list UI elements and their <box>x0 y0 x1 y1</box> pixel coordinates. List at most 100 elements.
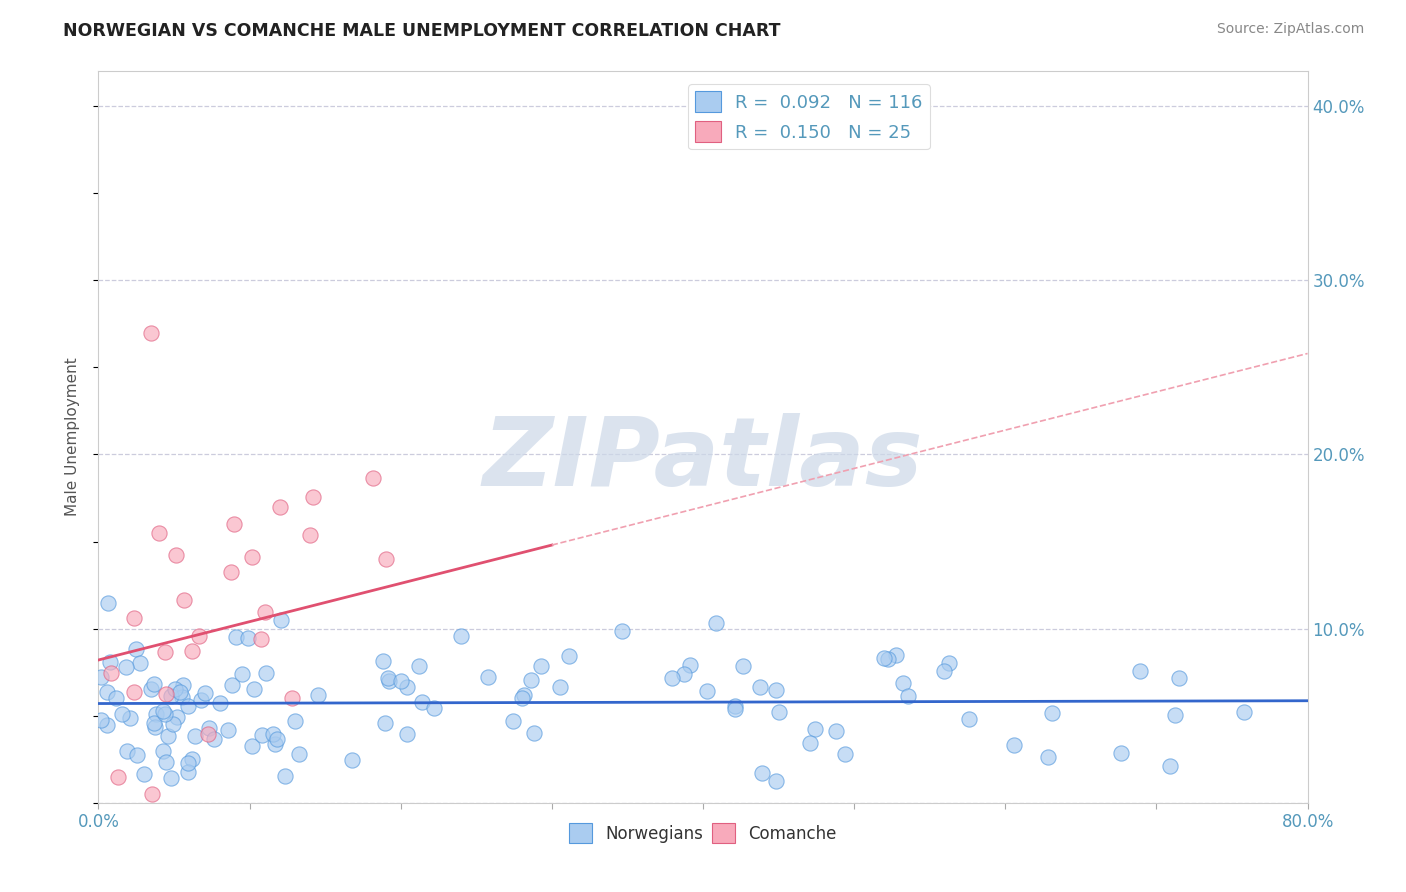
Point <box>236 631 259 645</box>
Point <box>188 629 211 643</box>
Point <box>250 632 273 646</box>
Point <box>408 659 430 673</box>
Point <box>361 471 384 485</box>
Point <box>198 721 221 735</box>
Point <box>120 711 142 725</box>
Point <box>180 644 202 658</box>
Point <box>704 615 727 630</box>
Point <box>177 756 200 770</box>
Point <box>1002 738 1025 752</box>
Point <box>127 747 149 762</box>
Point <box>96 685 118 699</box>
Point <box>957 712 980 726</box>
Point <box>748 680 770 694</box>
Point <box>673 667 696 681</box>
Point <box>148 525 170 540</box>
Point <box>181 751 204 765</box>
Point <box>153 645 176 659</box>
Point <box>897 689 920 703</box>
Point <box>1167 671 1189 685</box>
Point <box>217 723 239 738</box>
Point <box>765 683 787 698</box>
Point <box>765 773 787 788</box>
Point <box>610 624 633 638</box>
Point <box>1163 707 1185 722</box>
Point <box>340 753 363 767</box>
Point <box>302 490 325 504</box>
Point <box>160 771 183 785</box>
Point <box>98 655 121 669</box>
Point <box>153 707 176 722</box>
Point <box>202 731 225 746</box>
Point <box>450 629 472 643</box>
Point <box>548 681 571 695</box>
Point <box>122 611 145 625</box>
Text: Source: ZipAtlas.com: Source: ZipAtlas.com <box>1216 22 1364 37</box>
Point <box>411 695 433 709</box>
Point <box>254 666 277 681</box>
Point <box>173 593 195 607</box>
Point <box>374 715 396 730</box>
Point <box>254 606 277 620</box>
Point <box>243 681 266 696</box>
Point <box>209 696 232 710</box>
Point <box>513 688 536 702</box>
Point <box>884 648 907 663</box>
Point <box>1040 706 1063 721</box>
Point <box>378 674 401 689</box>
Point <box>377 672 399 686</box>
Text: NORWEGIAN VS COMANCHE MALE UNEMPLOYMENT CORRELATION CHART: NORWEGIAN VS COMANCHE MALE UNEMPLOYMENT … <box>63 22 780 40</box>
Point <box>938 656 960 670</box>
Point <box>143 720 166 734</box>
Point <box>155 756 177 770</box>
Point <box>169 685 191 699</box>
Point <box>231 667 253 681</box>
Point <box>799 736 821 750</box>
Point <box>530 659 553 673</box>
Point <box>224 517 246 532</box>
Point <box>873 651 896 665</box>
Point <box>155 687 177 701</box>
Point <box>225 631 247 645</box>
Point <box>97 595 120 609</box>
Point <box>1036 749 1059 764</box>
Point <box>834 747 856 762</box>
Point <box>877 652 900 666</box>
Point <box>477 670 499 684</box>
Point <box>270 613 292 627</box>
Point <box>139 682 162 697</box>
Point <box>104 691 127 706</box>
Point <box>804 722 827 736</box>
Point <box>269 500 291 514</box>
Point <box>132 766 155 780</box>
Point <box>934 664 956 678</box>
Point <box>250 728 273 742</box>
Point <box>177 765 200 780</box>
Point <box>396 680 419 694</box>
Point <box>281 690 304 705</box>
Point <box>240 739 263 754</box>
Point <box>389 674 412 689</box>
Point <box>152 704 174 718</box>
Point <box>166 710 188 724</box>
Point <box>219 565 242 579</box>
Point <box>145 707 167 722</box>
Point <box>274 769 297 783</box>
Point <box>891 676 914 690</box>
Point <box>143 677 166 691</box>
Point <box>141 787 163 801</box>
Point <box>1109 746 1132 760</box>
Point <box>165 549 187 563</box>
Point <box>115 659 138 673</box>
Point <box>190 693 212 707</box>
Point <box>371 654 394 668</box>
Point <box>723 698 745 713</box>
Point <box>724 701 747 715</box>
Point <box>157 730 180 744</box>
Point <box>262 727 284 741</box>
Text: ZIPatlas: ZIPatlas <box>482 412 924 506</box>
Point <box>163 682 186 697</box>
Point <box>396 727 419 741</box>
Point <box>696 683 718 698</box>
Point <box>1159 758 1181 772</box>
